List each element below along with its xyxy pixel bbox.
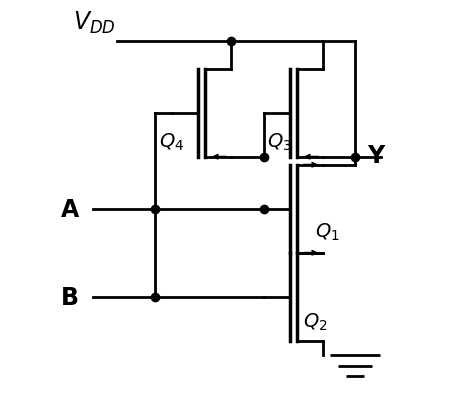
Text: Y: Y: [367, 143, 384, 167]
Text: B: B: [61, 285, 79, 309]
Text: A: A: [61, 197, 79, 221]
Text: $Q_2$: $Q_2$: [303, 311, 328, 332]
Text: $V_{DD}$: $V_{DD}$: [73, 9, 116, 36]
Text: $Q_1$: $Q_1$: [315, 221, 340, 242]
Text: $Q_4$: $Q_4$: [159, 131, 184, 153]
Text: $Q_3$: $Q_3$: [267, 131, 292, 153]
